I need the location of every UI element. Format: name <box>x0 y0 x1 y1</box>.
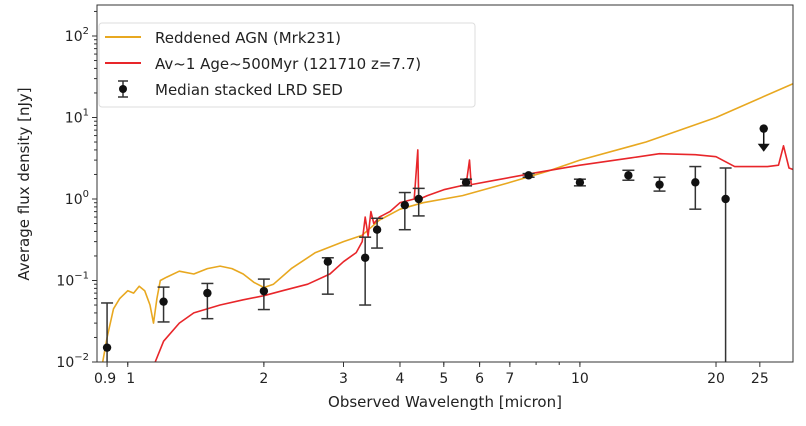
x-tick-label: 6 <box>475 371 484 387</box>
legend-marker <box>119 85 127 93</box>
data-marker <box>691 178 700 187</box>
x-axis-ticks: 0.9 1 2 3 4 5 6 7 10 20 25 <box>94 362 769 387</box>
data-point-14 <box>689 165 702 210</box>
data-point-13 <box>653 176 666 192</box>
data-point-12 <box>622 169 635 181</box>
x-tick-label: 25 <box>751 371 769 387</box>
data-points <box>101 124 770 362</box>
y-axis-label: Average flux density [nJy] <box>15 87 33 280</box>
legend-box <box>98 22 476 108</box>
x-tick-label: 3 <box>339 371 348 387</box>
data-point-10 <box>522 171 535 180</box>
data-point-8 <box>412 187 425 217</box>
data-point-0 <box>101 302 114 362</box>
data-point-3 <box>257 278 270 311</box>
data-marker <box>759 124 768 133</box>
series-lines <box>101 82 793 362</box>
legend-label-median: Median stacked LRD SED <box>155 81 343 99</box>
data-marker <box>102 343 112 352</box>
data-point-9 <box>460 178 473 187</box>
data-marker <box>721 194 730 204</box>
data-point-1 <box>157 286 170 323</box>
x-tick-label: 4 <box>396 371 405 387</box>
data-point-16 <box>757 124 770 152</box>
plot-frame <box>96 4 794 363</box>
data-marker <box>461 178 471 187</box>
data-marker <box>414 194 423 204</box>
data-marker <box>575 178 585 187</box>
data-point-15 <box>719 167 732 362</box>
x-tick-label: 1 <box>126 371 135 387</box>
legend-swatch-median <box>118 80 128 98</box>
y-tick-label: 102 <box>65 26 89 45</box>
x-tick-label: 0.9 <box>94 371 116 387</box>
data-marker <box>372 225 382 234</box>
y-tick-label: 100 <box>65 189 89 208</box>
legend-label-galaxy: Av~1 Age~500Myr (121710 z=7.7) <box>155 55 421 73</box>
data-point-4 <box>321 257 334 295</box>
y-tick-label: 10−1 <box>56 270 89 289</box>
data-marker <box>159 297 168 306</box>
x-tick-label: 2 <box>259 371 268 387</box>
data-marker <box>360 253 370 262</box>
data-marker <box>323 257 333 266</box>
data-point-5 <box>359 236 372 306</box>
series-line-0 <box>101 82 793 362</box>
x-tick-label: 7 <box>505 371 514 387</box>
legend: Reddened AGN (Mrk231) Av~1 Age~500Myr (1… <box>98 22 476 108</box>
data-marker <box>655 180 664 189</box>
data-marker <box>624 171 633 180</box>
y-axis-ticks: 10−2 10−1 100 101 102 <box>56 10 97 371</box>
series-line-1 <box>154 145 793 362</box>
data-point-11 <box>573 178 586 187</box>
data-marker <box>400 200 410 210</box>
data-point-7 <box>398 191 411 231</box>
x-tick-label: 5 <box>439 371 448 387</box>
data-marker <box>259 286 269 296</box>
data-point-2 <box>201 282 214 320</box>
legend-label-agn: Reddened AGN (Mrk231) <box>155 29 341 47</box>
x-axis-label: Observed Wavelength [micron] <box>328 393 562 411</box>
data-point-6 <box>371 217 384 249</box>
x-tick-label: 20 <box>707 371 725 387</box>
data-marker <box>524 171 533 180</box>
x-tick-label: 10 <box>571 371 589 387</box>
arrow-down-icon <box>757 143 770 152</box>
y-tick-label: 10−2 <box>56 352 89 371</box>
data-marker <box>203 288 212 298</box>
y-tick-label: 101 <box>65 107 89 126</box>
